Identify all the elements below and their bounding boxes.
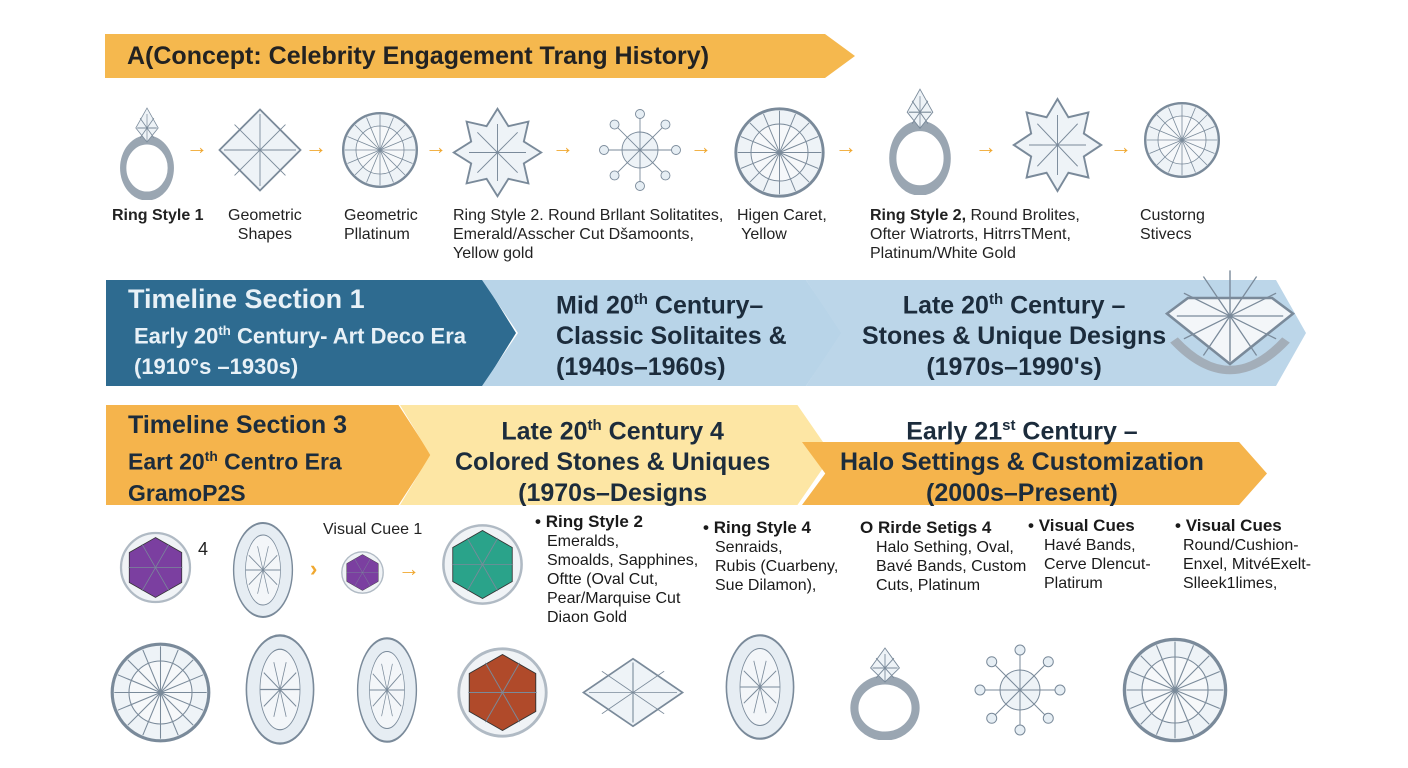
ruby-flower-icon <box>455 645 550 740</box>
round-diamond-icon <box>1142 100 1222 180</box>
arrow-right-icon: → <box>186 134 208 159</box>
amethyst-gem-icon <box>118 530 193 605</box>
solitaire-ring-icon <box>840 640 930 741</box>
section-3-orange-text: Timeline Section 3 Eart 20th Centro Era … <box>128 411 348 506</box>
star-diamond-icon <box>1010 95 1105 195</box>
ring-icon <box>112 100 182 201</box>
arrow-right-icon: → <box>552 134 574 159</box>
arrow-right-icon: → <box>835 134 857 159</box>
arrow-right-icon: → <box>975 134 997 159</box>
visual-cue-1-label: Visual Cuee 1 <box>323 521 423 538</box>
bullet-visual-cues-1: • Visual Cues Havé Bands, Cerve Dlencut- … <box>1028 516 1151 592</box>
label-ring-style-1: Ring Style 1 <box>112 207 204 224</box>
label-higen-caret: Higen Caret, Yellow <box>737 207 827 243</box>
title: A(Concept: Celebrity Engagement Trang Hi… <box>127 42 710 70</box>
timeline-section-early-21st <box>802 442 1267 505</box>
cluster-diamond-icon <box>970 640 1070 740</box>
title-banner: A(Concept: Celebrity Engagement Trang Hi… <box>105 34 855 78</box>
round-diamond-icon <box>340 110 420 190</box>
arrow-right-icon: → <box>1110 134 1132 159</box>
large-diamond-ring-icon <box>1160 268 1300 388</box>
emerald-gem-icon <box>440 522 525 607</box>
label-ring-style-2-round: Ring Style 2. Round Brllant Solitatites,… <box>453 207 724 262</box>
halo-diamond-icon <box>108 640 213 745</box>
bullet-ring-style-2: • Ring Style 2 Emeralds, Smoalds, Sapphin… <box>535 512 699 626</box>
number-label: 4 <box>198 539 209 559</box>
label-custom-stives: Custorng Stivecs <box>1140 207 1205 243</box>
timeline-section-mid-20th <box>482 280 842 386</box>
cluster-diamond-icon <box>240 632 320 747</box>
snowflake-diamond-icon <box>595 105 685 195</box>
timeline-section-1 <box>106 280 516 386</box>
oval-diamond-icon <box>228 520 298 620</box>
solitaire-ring-icon <box>880 80 960 196</box>
section-5-text: Early 21st Century – Halo Settings & Cus… <box>840 417 1204 508</box>
diamond-geometric-icon <box>215 105 305 195</box>
medallion-diamond-icon <box>732 105 827 200</box>
arrow-right-icon: → <box>305 134 327 159</box>
amethyst-gem-icon <box>340 550 385 595</box>
timeline-section-3 <box>106 405 431 505</box>
label-ring-style-2-platinum: Ring Style 2, Round Brolites, Ofter Wiat… <box>870 207 1080 262</box>
label-geometric-shapes: Geometric Shapes <box>228 207 302 243</box>
crown-ring-icon <box>578 655 688 730</box>
bullet-visual-cues-2: • Visual Cues Round/Cushion- Enxel, Mitvé… <box>1175 516 1312 592</box>
section-1-text: Timeline Section 1 Early 20th Century- A… <box>128 284 466 380</box>
bullet-ring-settings-4: O Rirde Setigs 4 Halo Sething, Oval, Bavé… <box>860 518 1027 594</box>
bullet-ring-style-4: • Ring Style 4 Senraids, Rubis (Cuarbeny,… <box>703 518 839 594</box>
star-diamond-icon <box>450 105 545 200</box>
arrow-right-icon: → <box>398 556 420 581</box>
pear-diamond-icon <box>720 632 800 742</box>
label-geometric-platinum: Geometric Pllatinum <box>344 207 418 243</box>
arrow-right-icon: → <box>690 134 712 159</box>
halo-diamond-icon <box>1120 635 1230 745</box>
section-2-text: Mid 20th Century– Classic Solitaites & (… <box>556 291 787 382</box>
section-4-text: Late 20th Century 4 Colored Stones & Uni… <box>455 417 771 508</box>
marquise-halo-icon <box>352 635 422 745</box>
section-3-text: Late 20th Century – Stones & Unique Desi… <box>862 291 1167 382</box>
arrow-right-icon: › <box>310 556 318 581</box>
timeline-section-late-20th-4 <box>400 405 832 505</box>
arrow-right-icon: → <box>425 134 447 159</box>
